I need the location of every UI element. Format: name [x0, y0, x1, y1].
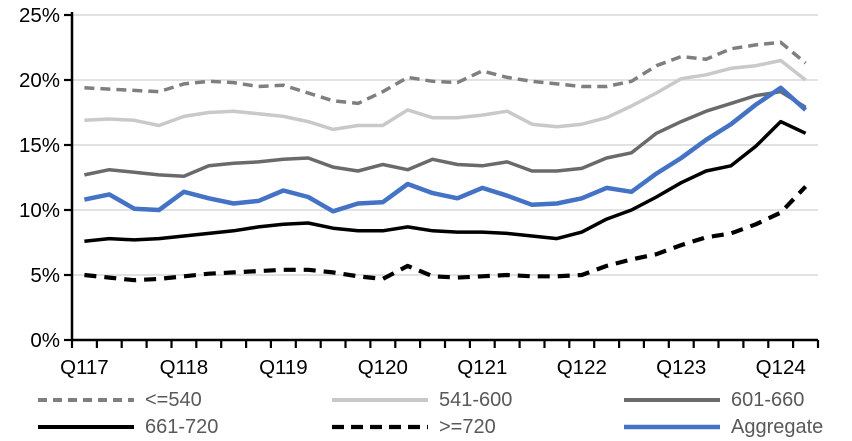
legend-line-swatch-aggregate — [624, 424, 720, 430]
y-axis-label: 25% — [19, 4, 60, 27]
legend-line-swatch-ge720 — [332, 424, 428, 430]
legend-item-541-600: 541-600 — [330, 389, 512, 411]
series-line-2 — [84, 89, 807, 178]
legend-label-aggregate: Aggregate — [731, 416, 824, 438]
legend-item-601-660: 601-660 — [622, 389, 804, 411]
legend-label-601-660: 601-660 — [731, 389, 805, 411]
legend-line-swatch-661-720 — [38, 425, 134, 429]
y-axis-label: 0% — [30, 329, 60, 352]
legend-item-661-720: 661-720 — [36, 416, 218, 438]
series-line-4 — [84, 185, 808, 283]
y-axis-label: 10% — [19, 199, 60, 222]
legend-line-swatch-541-600 — [332, 398, 428, 402]
x-axis-label: Q118 — [160, 356, 209, 379]
y-axis-label: 20% — [19, 69, 60, 92]
x-axis-label: Q122 — [557, 356, 607, 379]
series-line-0 — [84, 40, 807, 106]
x-axis-label: Q124 — [756, 356, 806, 379]
series-line-5 — [83, 85, 808, 214]
x-axis-label: Q117 — [60, 356, 109, 379]
x-axis-label: Q119 — [259, 356, 308, 379]
legend-label-le540: <=540 — [145, 389, 202, 411]
legend-item-le540: <=540 — [36, 389, 202, 411]
series-line-1 — [84, 58, 807, 132]
legend-item-aggregate: Aggregate — [622, 416, 823, 438]
legend-label-541-600: 541-600 — [439, 389, 513, 411]
legend-line-swatch-601-660 — [624, 398, 720, 402]
x-axis-label: Q121 — [457, 356, 507, 379]
x-axis-label: Q120 — [358, 356, 408, 379]
legend-label-ge720: >=720 — [439, 416, 496, 438]
y-axis-label: 5% — [30, 264, 60, 287]
legend-line-swatch-le540 — [38, 398, 134, 402]
y-axis-label: 15% — [19, 134, 60, 157]
legend-item-ge720: >=720 — [330, 416, 496, 438]
series-line-3 — [84, 119, 807, 243]
x-axis-label: Q123 — [656, 356, 706, 379]
legend-label-661-720: 661-720 — [145, 416, 219, 438]
